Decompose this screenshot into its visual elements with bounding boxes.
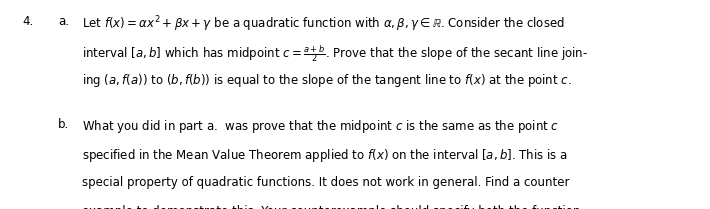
Text: 4.: 4. — [23, 15, 34, 28]
Text: specified in the Mean Value Theorem applied to $f(x)$ on the interval $[a, b]$. : specified in the Mean Value Theorem appl… — [82, 147, 567, 164]
Text: interval $[a, b]$ which has midpoint $c = \frac{a+b}{2}$. Prove that the slope o: interval $[a, b]$ which has midpoint $c … — [82, 43, 588, 64]
Text: What you did in part a.  was prove that the midpoint $c$ is the same as the poin: What you did in part a. was prove that t… — [82, 118, 559, 135]
Text: b.: b. — [58, 118, 70, 131]
Text: a.: a. — [58, 15, 69, 28]
Text: Let $f(x) = \alpha x^2+\beta x+\gamma$ be a quadratic function with $\alpha, \be: Let $f(x) = \alpha x^2+\beta x+\gamma$ b… — [82, 15, 564, 34]
Text: ing $(a, f(a))$ to $(b, f(b))$ is equal to the slope of the tangent line to $f(x: ing $(a, f(a))$ to $(b, f(b))$ is equal … — [82, 72, 572, 89]
Text: example to demonstrate this. Your counterexample should specify both the functio: example to demonstrate this. Your counte… — [82, 205, 580, 209]
Text: special property of quadratic functions. It does not work in general. Find a cou: special property of quadratic functions.… — [82, 176, 569, 189]
